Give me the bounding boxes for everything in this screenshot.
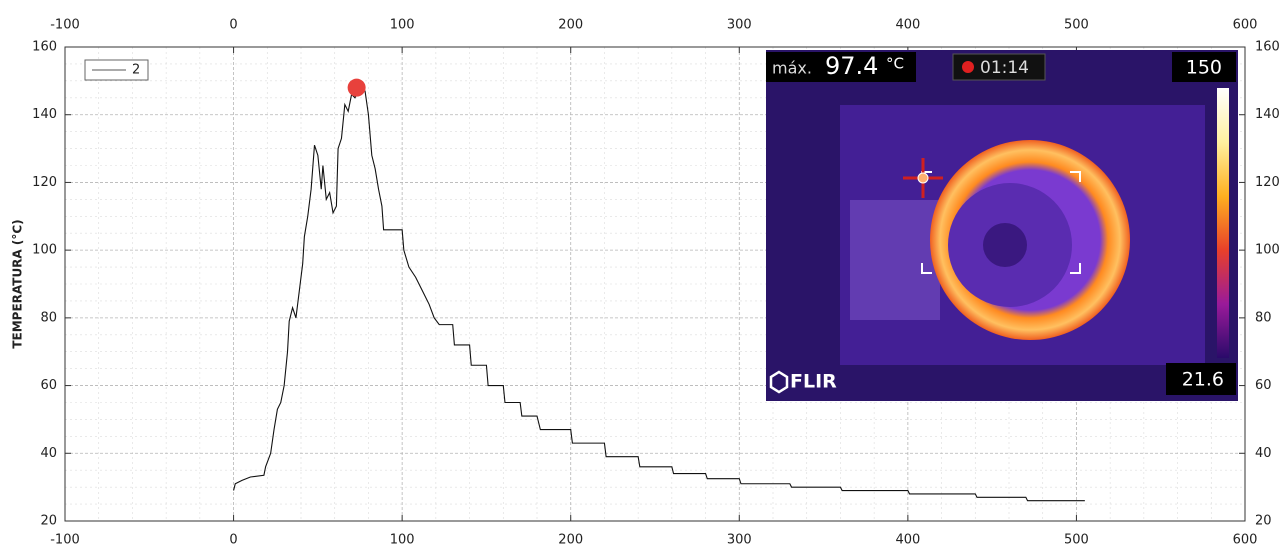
y-tick-label: 160 [32,40,57,55]
y-tick-label-right: 60 [1255,378,1272,393]
x-tick-label-top: 200 [558,18,583,33]
y-axis-label: TEMPERATURA (°C) [11,219,25,348]
y-tick-label: 120 [32,175,57,190]
thermal-scale-min: 21.6 [1182,369,1224,391]
x-tick-label-top: 500 [1064,18,1089,33]
y-tick-label-right: 40 [1255,446,1272,461]
thermal-timer: 01:14 [980,58,1029,78]
x-tick-label-top: 400 [895,18,920,33]
legend: 2 [84,59,149,81]
thermal-scale-max: 150 [1186,57,1222,79]
y-tick-label-right: 80 [1255,310,1272,325]
thermal-caliper [850,200,940,320]
thermal-max-box [766,52,916,82]
x-tick-label: 0 [229,533,237,548]
y-tick-label-right: 120 [1255,175,1279,190]
y-tick-label: 140 [32,107,57,122]
y-tick-label-right: 100 [1255,243,1279,258]
x-tick-label-top: -100 [50,18,80,33]
peak-marker [347,78,366,97]
x-tick-label: 300 [727,533,752,548]
y-tick-label: 80 [40,310,57,325]
legend-label: 2 [132,63,140,78]
thermal-brand-logo [769,370,789,394]
x-tick-label: 200 [558,533,583,548]
thermal-center [983,223,1027,267]
thermal-brand: FLIR [790,371,837,393]
x-tick-label-top: 300 [727,18,752,33]
thermal-spot [917,172,929,184]
thermal-colorbar [1217,88,1229,358]
y-tick-label-right: 160 [1255,40,1279,55]
x-tick-label-top: 100 [390,18,415,33]
thermal-max-value: 97.4 [825,52,878,80]
data-line [233,86,1085,502]
x-tick-label: 100 [390,533,415,548]
x-tick-label: 400 [895,533,920,548]
x-tick-label: 500 [1064,533,1089,548]
y-tick-label-right: 140 [1255,107,1279,122]
y-tick-label: 20 [40,514,57,529]
thermal-max-label: máx. [772,59,812,78]
x-tick-label-top: 0 [229,18,237,33]
y-tick-label-right: 20 [1255,514,1272,529]
thermal-unit: °C [886,55,904,73]
thermal-scale-max-box [1172,52,1236,82]
y-tick-label: 100 [32,243,57,258]
x-tick-label-top: 600 [1233,18,1258,33]
x-tick-label: -100 [50,533,80,548]
plot-frame [64,46,1246,522]
y-tick-label: 60 [40,378,57,393]
thermal-rec-dot [962,61,974,73]
x-tick-label: 600 [1233,533,1258,548]
y-tick-label: 40 [40,446,57,461]
thermal-image: máx. 97.4 °C 01:14 150 21.6 FLIR [766,50,1238,401]
thermal-scale-min-box [1166,363,1236,395]
